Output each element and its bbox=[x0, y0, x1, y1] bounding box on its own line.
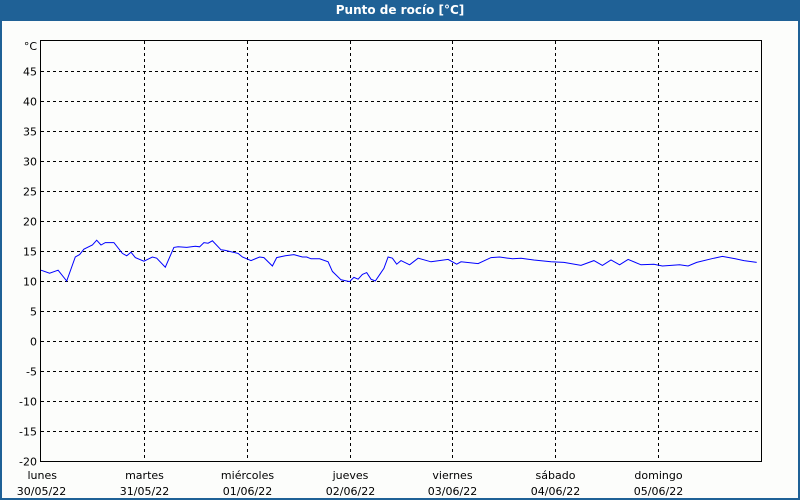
x-tick-day: miércoles bbox=[221, 469, 274, 482]
y-tick-label: -15 bbox=[19, 426, 37, 439]
chart-panel bbox=[2, 21, 798, 498]
y-tick-label: -20 bbox=[19, 456, 37, 469]
x-tick-date: 02/06/22 bbox=[326, 485, 375, 498]
y-tick-label: 0 bbox=[30, 336, 37, 349]
x-tick-day: domingo bbox=[634, 469, 682, 482]
y-tick-label: -5 bbox=[26, 366, 37, 379]
y-tick-label: 5 bbox=[30, 306, 37, 319]
y-tick-label: 20 bbox=[23, 216, 37, 229]
y-tick-label: 10 bbox=[23, 276, 37, 289]
x-tick-day: jueves bbox=[332, 469, 369, 482]
series-line bbox=[40, 239, 757, 283]
y-tick-label: 30 bbox=[23, 156, 37, 169]
y-tick-label: 35 bbox=[23, 126, 37, 139]
y-tick-label: -10 bbox=[19, 396, 37, 409]
y-tick-label: 15 bbox=[23, 246, 37, 259]
x-tick-day: sábado bbox=[536, 469, 576, 482]
x-tick-date: 05/06/22 bbox=[634, 485, 683, 498]
chart-title: Punto de rocío [°C] bbox=[335, 3, 465, 17]
x-tick-date: 04/06/22 bbox=[531, 485, 580, 498]
x-tick-day: lunes bbox=[28, 469, 58, 482]
y-tick-label: 40 bbox=[23, 96, 37, 109]
y-tick-label: 45 bbox=[23, 66, 37, 79]
x-tick-day: viernes bbox=[432, 469, 472, 482]
chart-title-bar: Punto de rocío [°C] bbox=[0, 0, 800, 21]
x-tick-date: 03/06/22 bbox=[428, 485, 477, 498]
x-tick-date: 01/06/22 bbox=[223, 485, 272, 498]
y-unit-label: °C bbox=[24, 40, 38, 53]
plot-frame bbox=[40, 40, 762, 462]
x-tick-day: martes bbox=[125, 469, 164, 482]
x-tick-date: 31/05/22 bbox=[120, 485, 169, 498]
y-tick-label: 25 bbox=[23, 186, 37, 199]
x-tick-date: 30/05/22 bbox=[17, 485, 66, 498]
